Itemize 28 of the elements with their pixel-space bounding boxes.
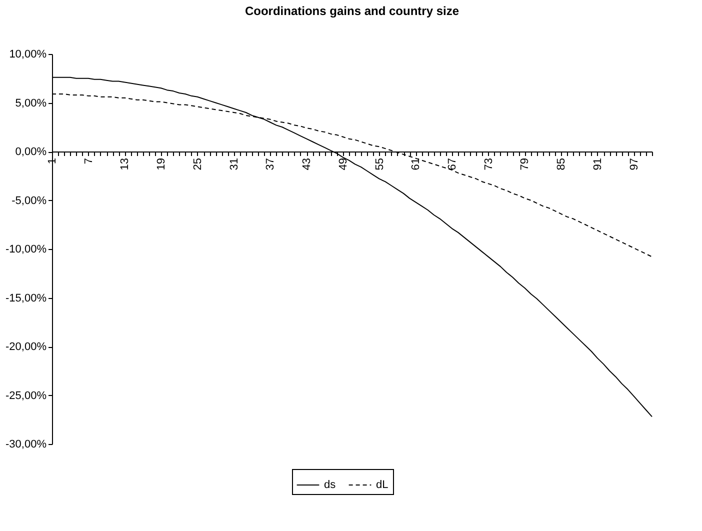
- chart-title: Coordinations gains and country size: [244, 4, 460, 18]
- x-tick-label: 61: [410, 158, 422, 170]
- legend-label: ds: [324, 479, 336, 491]
- y-tick-label: -10,00%: [6, 244, 47, 256]
- x-tick-label: 67: [446, 158, 458, 170]
- x-tick-label: 79: [519, 158, 532, 170]
- x-tick-label: 85: [556, 158, 568, 170]
- x-tick-label: 49: [337, 158, 350, 170]
- x-tick-label: 91: [592, 158, 604, 170]
- x-tick-label: 73: [482, 158, 495, 170]
- x-tick-label: 97: [628, 158, 640, 170]
- x-tick-label: 19: [156, 158, 168, 170]
- y-tick-label: 10,00%: [9, 48, 47, 60]
- y-tick-label: -25,00%: [6, 390, 47, 402]
- x-tick-label: 31: [228, 158, 240, 170]
- x-tick-label: 37: [264, 158, 277, 170]
- y-tick-label: 0,00%: [15, 146, 47, 158]
- legend-label: dL: [376, 479, 388, 491]
- y-tick-label: 5,00%: [15, 97, 47, 110]
- y-tick-label: -5,00%: [12, 194, 47, 207]
- x-tick-label: 7: [82, 158, 95, 164]
- x-tick-label: 13: [119, 158, 132, 170]
- x-tick-label: 25: [192, 158, 204, 170]
- y-tick-label: -30,00%: [6, 438, 47, 450]
- y-tick-label: -15,00%: [6, 292, 47, 304]
- x-tick-label: 43: [301, 158, 314, 170]
- y-tick-label: -20,00%: [6, 341, 47, 353]
- x-tick-label: 55: [374, 158, 386, 170]
